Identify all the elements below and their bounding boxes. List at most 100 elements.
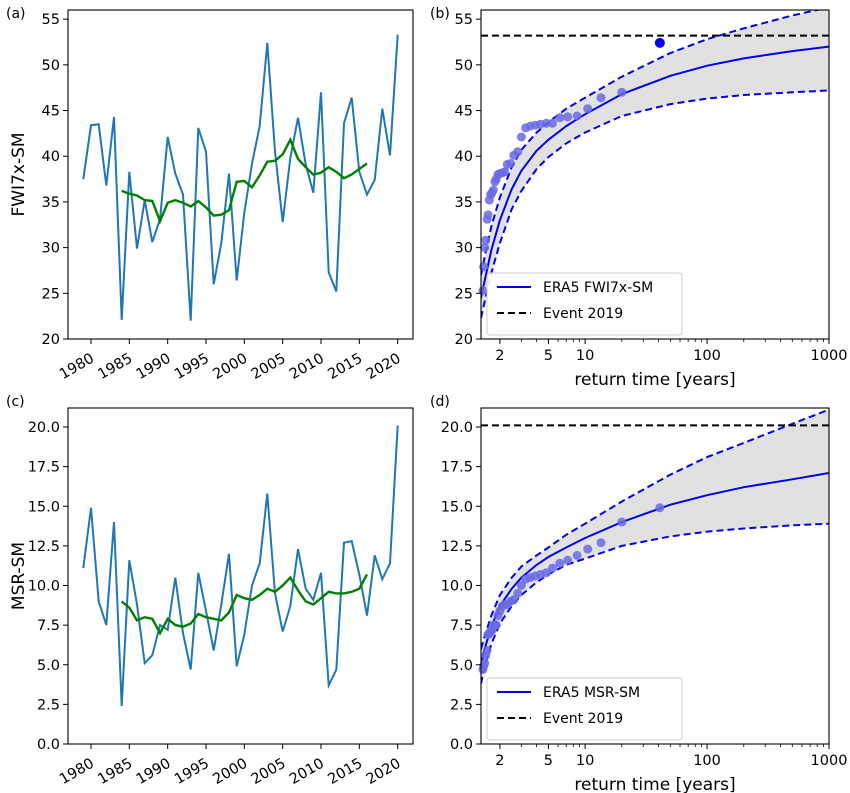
panel-a-xtick-label: 2015 [325,351,365,383]
panel-a-series-1-line [121,136,368,225]
panel-b-xtick-label: 2 [495,348,504,364]
panel-a-xtick-label: 2020 [364,351,404,383]
panel-c-xtick-label: 2015 [325,756,365,788]
panel-c-xtick-label: 2000 [210,756,250,788]
panel-c-ytick-label: 17.5 [28,460,60,476]
panel-d-xlabel: return time [years] [574,775,735,793]
panel-b-axes-frame [480,9,830,340]
panel-b-xtick-label: 10 [576,348,594,364]
panel-d-xtick-label: 10 [576,753,594,769]
panel-d-data-point [583,544,593,554]
panel-d-ytick-label: 12.5 [441,539,473,555]
panel-c-ytick-label: 10.0 [28,579,60,595]
panel-d-data-point [548,563,557,573]
panel-b-data-point [563,112,573,122]
panel-a-axes-frame [67,9,414,340]
panel-d-legend [486,677,683,741]
panel-c-xtick-label: 2005 [249,756,289,788]
panel-d-ytick-label: 20.0 [441,420,473,436]
panel-d-axes-frame [480,407,830,745]
panel-a-ytick-label: 55 [42,12,60,28]
panel-d-data-point [655,503,665,513]
panel-b-ytick-label: 20 [455,332,473,348]
panel-b-ytick-label: 45 [455,104,473,120]
panel-b-legend [486,272,683,336]
panel-d-xtick-label: 100 [693,753,721,769]
panel-b-ytick-label: 35 [455,195,473,211]
panel-c-xtick-label: 1980 [57,756,97,788]
panel-b-xtick-label: 1000 [811,348,848,364]
panel-c-xtick-label: 1995 [172,756,212,788]
panel-a-xtick-label: 2005 [249,351,289,383]
panel-d-upper-bound-line [481,408,829,650]
panel-d-data-point [480,658,490,668]
panel-d-legend-label: Event 2019 [543,711,623,727]
panel-c-series-0-line [82,425,399,707]
panel-a-xtick-label: 1990 [134,351,174,383]
panel-b-xtick-label: 5 [544,348,553,364]
panel-d-xtick-label: 2 [495,753,504,769]
panel-d-data-point [513,588,523,598]
panel-d-data-point [541,568,551,578]
panel-a-ylabel: FWI7x-SM [9,132,29,216]
panel-c-series-1-line [120,573,369,636]
panel-c-ytick-label: 12.5 [28,539,60,555]
panel-a-ytick-label: 45 [42,104,60,120]
panel-d-lower-bound-line [481,522,829,685]
panel-b-data-point [488,185,498,195]
panel-a-xtick-label: 2010 [287,351,327,383]
panel-b-data-point [617,87,627,97]
panel-d-data-point [482,646,492,655]
panel-a-series-0-line [82,34,399,321]
panel-b-ytick-label: 50 [455,58,473,74]
panel-a-ytick-label: 20 [42,332,60,348]
panel-a-ytick-label: 50 [42,58,60,74]
panel-c-ytick-label: 5.0 [37,658,60,674]
panel-d-legend-label: ERA5 MSR-SM [543,685,640,701]
panel-a-xtick-label: 1995 [172,351,212,383]
panel-b-data-point [516,132,526,142]
panel-c-axes-frame [67,407,414,745]
panel-a-xtick-label: 1985 [95,351,135,383]
panel-c-label: (c) [6,394,25,410]
panel-d-ytick-label: 0.0 [450,737,473,753]
panel-b-legend-label: Event 2019 [543,306,623,322]
panel-a-ytick-label: 35 [42,195,60,211]
panel-d-ytick-label: 10.0 [441,579,473,595]
panel-b-data-point [583,104,593,114]
panel-c-ylabel: MSR-SM [9,542,29,610]
panel-b-confidence-band [481,10,829,318]
panel-b-data-point [555,113,565,123]
panel-b-ytick-label: 40 [455,149,473,165]
panel-c-xtick-label: 2020 [364,756,404,788]
panel-c-ytick-label: 2.5 [37,697,60,713]
panel-d-data-point [617,517,627,527]
panel-a-ytick-label: 30 [42,241,60,257]
panel-b-xtick-label: 100 [693,348,721,364]
panel-b-xlabel: return time [years] [574,370,735,390]
panel-b-data-point [548,118,557,128]
panel-b-data-point [596,93,606,103]
panel-b-legend-label: ERA5 FWI7x-SM [543,280,653,296]
panel-d-xtick-label: 5 [544,753,553,769]
panel-d-data-point [555,558,565,568]
panel-b-data-point [481,235,491,245]
panel-b-data-point [500,167,510,177]
panel-b-data-point [483,210,493,220]
panel-d-data-point [491,620,501,630]
panel-a-ytick-label: 40 [42,149,60,165]
panel-c-ytick-label: 0.0 [37,737,60,753]
panel-b-data-point [480,243,490,253]
panel-d-ytick-label: 7.5 [450,618,473,634]
panel-b-ytick-label: 30 [455,241,473,257]
panel-c-xtick-label: 1990 [134,756,174,788]
panel-d-ytick-label: 5.0 [450,658,473,674]
panel-c-ytick-label: 7.5 [37,618,60,634]
panel-a-xtick-label: 1980 [57,351,97,383]
panel-b-data-point [513,147,523,157]
panel-b-ytick-label: 25 [455,286,473,302]
panel-b-data-point [506,159,516,168]
panel-d-ytick-label: 2.5 [450,697,473,713]
panel-d-ytick-label: 15.0 [441,499,473,515]
